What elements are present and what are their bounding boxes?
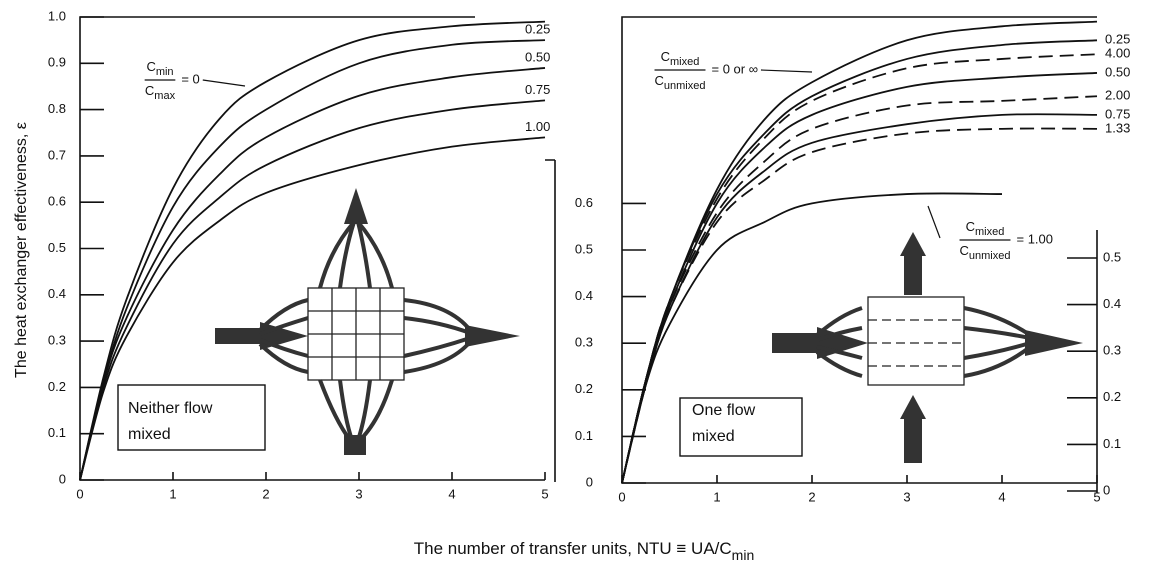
annotation-part: mixed [670,56,699,68]
annotation-text: = 0 or ∞ [711,61,757,76]
curve-label: 2.00 [1105,88,1130,103]
x-tick-label: 3 [355,486,362,501]
annotation-numerator: Cmin [146,59,173,77]
annotation-part: C [146,59,155,74]
y-tick-label: 0.3 [48,333,66,348]
box-label: Neither flow [128,400,213,417]
y-tick-label: 0.3 [575,335,593,350]
y-tick-label: 0.2 [575,381,593,396]
annotation-leader [928,206,940,238]
box-label: One flow [692,402,756,419]
x-tick-label: 3 [903,489,910,504]
y-tick-label: 0.7 [48,147,66,162]
y-axis-label: The heat exchanger effectiveness, ε [13,122,30,378]
annotation-part: unmixed [969,250,1011,262]
y2-tick-label: 0.4 [1103,296,1121,311]
y2-tick-label: 0.2 [1103,389,1121,404]
x-tick-label: 4 [448,486,455,501]
y-tick-label: 0.1 [575,428,593,443]
annotation-text: = 1.00 [1016,231,1053,246]
curve-label: 1.00 [525,119,550,134]
x-axis-label-text: The number of transfer units, NTU ≡ UA/C [414,539,732,558]
y-tick-label: 0.9 [48,55,66,70]
y-tick-label: 0.4 [575,288,593,303]
annotation-numerator: Cmixed [966,219,1005,237]
y2-tick-label: 0.3 [1103,343,1121,358]
curve-label: 0.75 [1105,106,1130,121]
curve-label: 0.25 [525,22,550,37]
curve-label: 0.50 [1105,64,1130,79]
annotation-part: C [960,243,969,258]
y-tick-label: 0.5 [575,241,593,256]
x-tick-label: 5 [541,486,548,501]
curve-label: 1.33 [1105,120,1130,135]
annotation-part: C [661,49,670,64]
annotation-part: max [154,90,175,102]
annotation-denominator: Cunmixed [655,73,706,91]
x-tick-label: 4 [998,489,1005,504]
x-tick-label: 0 [618,489,625,504]
annotation-part: min [156,66,174,78]
annotation-leader [203,80,245,86]
annotation-part: C [966,219,975,234]
annotation-denominator: Cmax [145,83,176,101]
x-tick-label: 2 [808,489,815,504]
y-tick-label: 0 [586,474,593,489]
annotation-denominator: Cunmixed [960,243,1011,261]
curve-label: 4.00 [1105,46,1130,61]
curve-label: 0.75 [525,82,550,97]
figure: The heat exchanger effectiveness, ε The … [0,0,1168,574]
x-tick-label: 1 [169,486,176,501]
y2-tick-label: 0.5 [1103,249,1121,264]
inset-one [772,232,1083,463]
y-tick-label: 0.6 [575,195,593,210]
curve-label: 0.50 [525,49,550,64]
annotation-text: = 0 [181,71,199,86]
annotation-part: C [655,73,664,88]
box-label: mixed [128,426,171,443]
y-tick-label: 0 [59,471,66,486]
curve-label: 0.25 [1105,32,1130,47]
x-tick-label: 0 [76,486,83,501]
y-tick-label: 0.8 [48,101,66,116]
y-tick-label: 1.0 [48,8,66,23]
annotation-part: unmixed [664,80,706,92]
annotation-leader [761,70,812,72]
x-axis-label-sub: min [732,547,755,563]
x-tick-label: 1 [713,489,720,504]
x-axis-label: The number of transfer units, NTU ≡ UA/C… [414,539,754,562]
y-tick-label: 0.2 [48,379,66,394]
y-tick-label: 0.5 [48,240,66,255]
y-tick-label: 0.6 [48,194,66,209]
y-tick-label: 0.1 [48,425,66,440]
x-tick-label: 2 [262,486,269,501]
annotation-numerator: Cmixed [661,49,700,67]
annotation-part: C [145,83,154,98]
y-tick-label: 0.4 [48,286,66,301]
y2-tick-label: 0.1 [1103,436,1121,451]
box-label: mixed [692,428,735,445]
y2-tick-label: 0 [1103,482,1110,497]
annotation-part: mixed [975,226,1004,238]
